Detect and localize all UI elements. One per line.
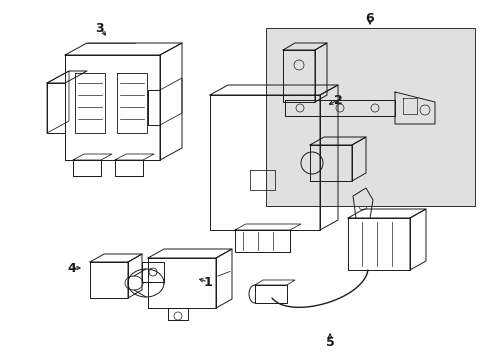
Text: 6: 6 — [365, 12, 373, 24]
Text: 4: 4 — [67, 261, 76, 274]
Text: 2: 2 — [333, 94, 342, 107]
Text: 5: 5 — [325, 336, 334, 348]
Text: 1: 1 — [203, 275, 212, 288]
Text: 3: 3 — [96, 22, 104, 35]
Bar — [265, 28, 474, 206]
